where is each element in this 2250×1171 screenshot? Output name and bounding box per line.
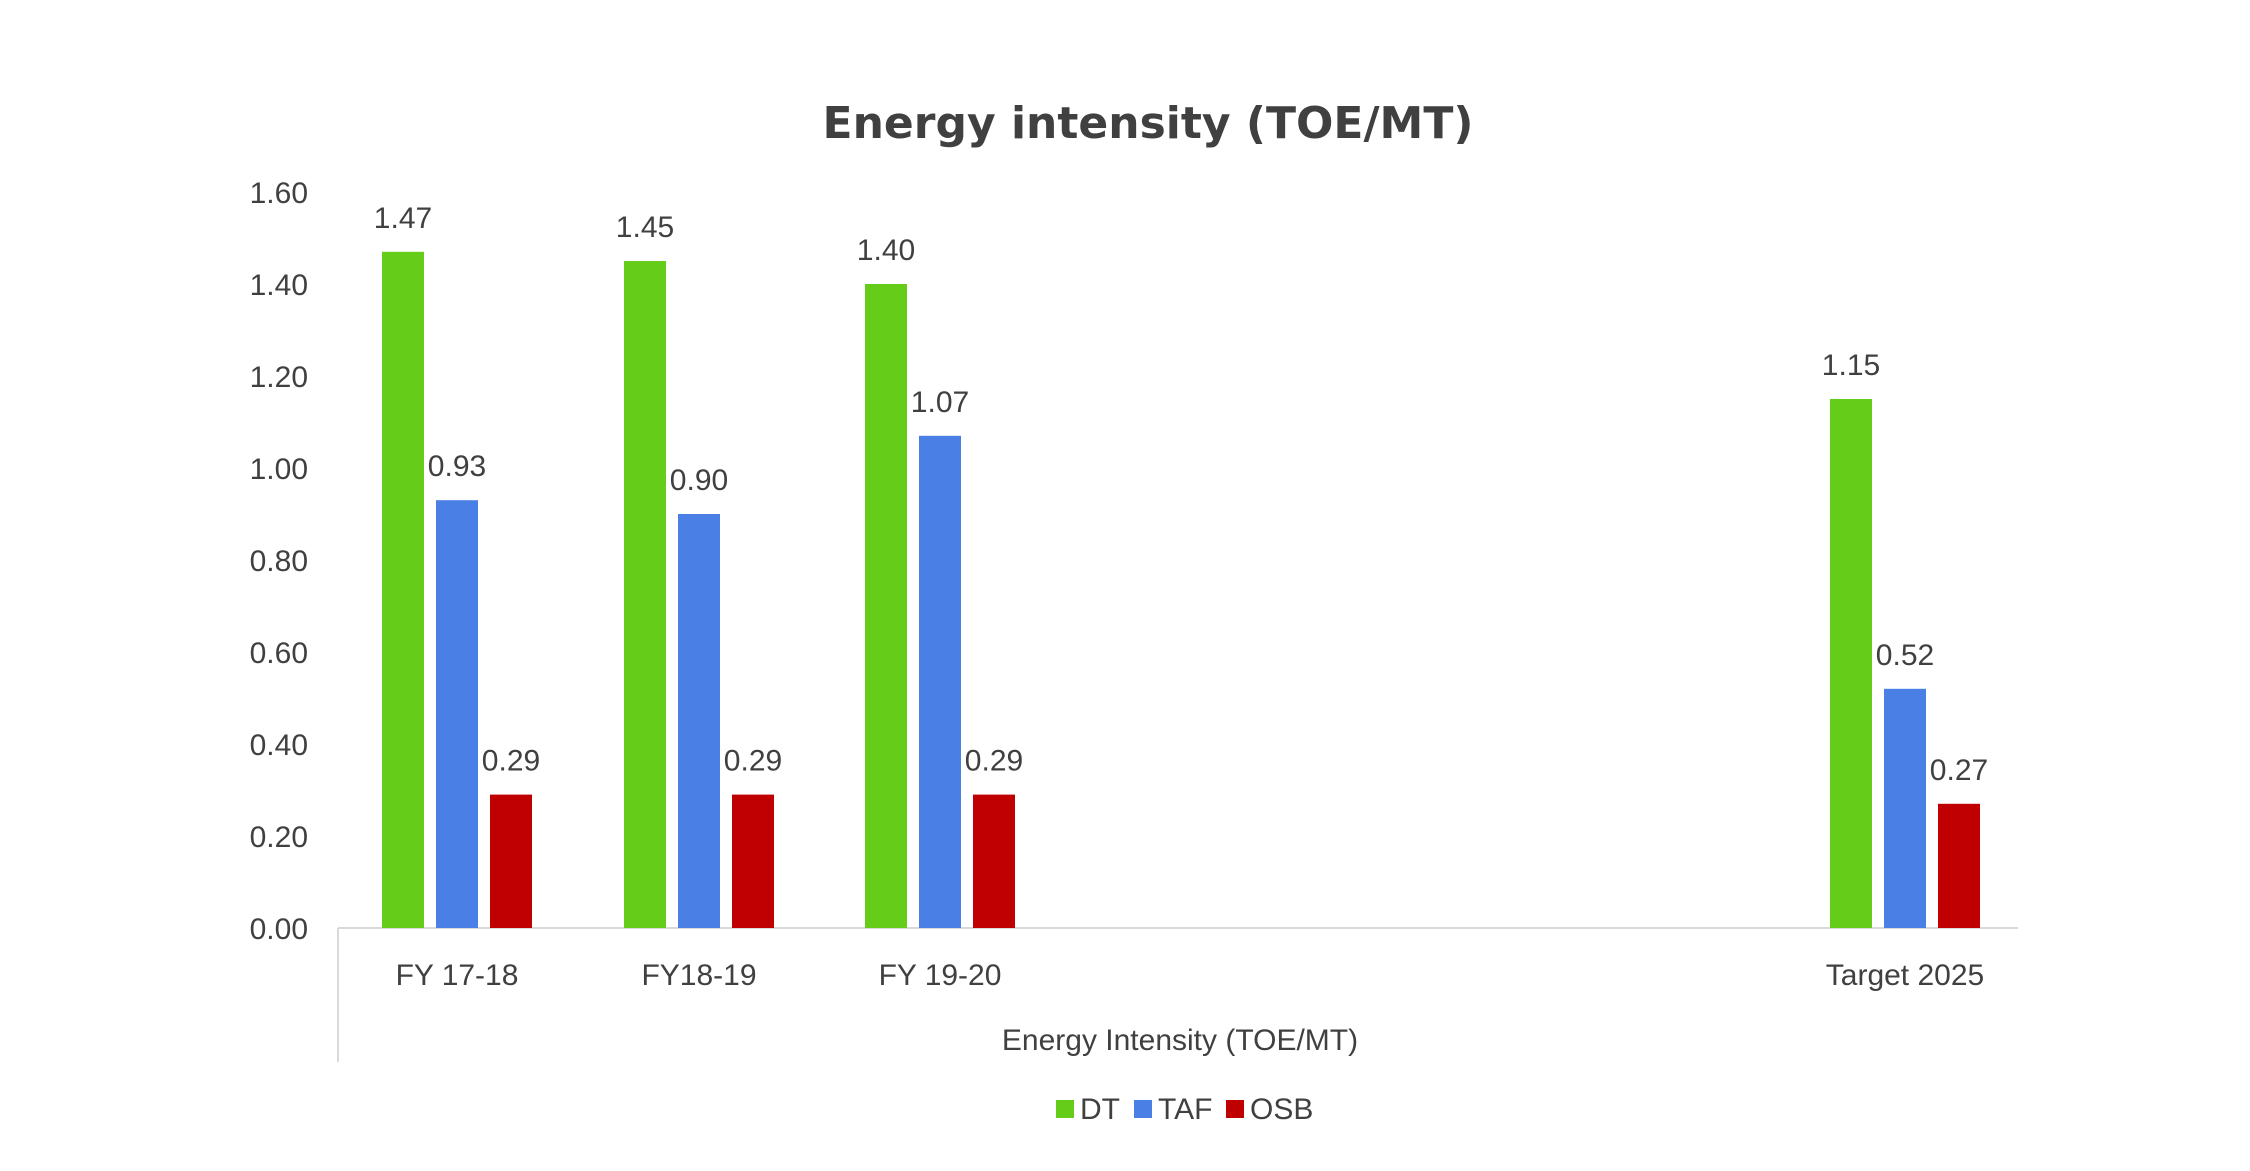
y-tick-label: 0.80	[250, 545, 308, 578]
legend-swatch-dt	[1056, 1100, 1074, 1118]
y-tick-label: 0.00	[250, 913, 308, 946]
data-label: 0.93	[428, 450, 486, 483]
legend-label-taf: TAF	[1158, 1093, 1212, 1126]
bar-osb	[732, 794, 774, 928]
data-label: 0.29	[482, 745, 540, 778]
data-label: 0.29	[965, 745, 1023, 778]
bar-osb	[973, 794, 1015, 928]
data-label: 1.40	[857, 234, 915, 267]
bar-taf	[436, 500, 478, 928]
data-label: 0.29	[724, 745, 782, 778]
bar-dt	[865, 284, 907, 928]
bar-taf	[678, 514, 720, 928]
legend-label-dt: DT	[1080, 1093, 1120, 1126]
data-labels-group: 1.47 1.45 1.40 1.15 0.93 0.90 1.07 0.52 0.29 0.29…	[374, 202, 1988, 787]
x-axis-label: Energy Intensity (TOE/MT)	[1002, 1024, 1358, 1057]
data-label: 0.27	[1930, 754, 1988, 787]
data-label: 1.45	[616, 211, 674, 244]
bar-dt	[382, 251, 424, 929]
legend-swatch-osb	[1226, 1100, 1244, 1118]
bars-group	[382, 251, 1980, 929]
x-tick-label: FY18-19	[641, 959, 756, 992]
bar-taf	[1884, 688, 1926, 928]
y-tick-label: 0.40	[250, 729, 308, 762]
legend-label-osb: OSB	[1250, 1093, 1313, 1126]
data-label: 1.07	[911, 386, 969, 419]
y-tick-label: 0.60	[250, 637, 308, 670]
bar-osb	[490, 794, 532, 928]
y-tick-label: 1.20	[250, 361, 308, 394]
y-tick-label: 0.20	[250, 821, 308, 854]
x-tick-label: Target 2025	[1826, 959, 1984, 992]
y-tick-label: 1.00	[250, 453, 308, 486]
bar-osb	[1938, 803, 1980, 928]
chart-title: Energy intensity (TOE/MT)	[823, 98, 1474, 149]
y-tick-label: 1.40	[250, 269, 308, 302]
data-label: 0.90	[670, 464, 728, 497]
bar-dt	[624, 261, 666, 928]
x-tick-label: FY 19-20	[879, 959, 1002, 992]
data-label: 1.15	[1822, 349, 1880, 382]
data-label: 1.47	[374, 202, 432, 235]
bar-dt	[1830, 399, 1872, 928]
y-axis: 0.00 0.20 0.40 0.60 0.80 1.00 1.20 1.40 1.60	[250, 177, 308, 946]
legend: DT TAF OSB	[1056, 1093, 1313, 1126]
x-axis: FY 17-18 FY18-19 FY 19-20 Target 2025	[337, 927, 2018, 1062]
data-label: 0.52	[1876, 639, 1934, 672]
legend-swatch-taf	[1134, 1100, 1152, 1118]
y-tick-label: 1.60	[250, 177, 308, 210]
bar-taf	[919, 435, 961, 928]
x-tick-label: FY 17-18	[396, 959, 519, 992]
